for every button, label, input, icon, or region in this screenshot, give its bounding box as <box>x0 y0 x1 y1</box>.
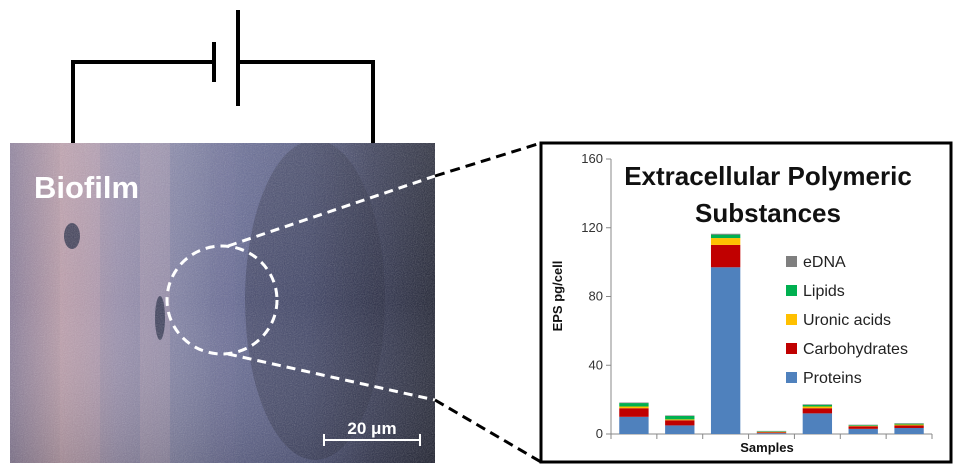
bar-carbohydrates <box>665 420 695 426</box>
legend-label: Uronic acids <box>803 312 891 329</box>
bar-uronic-acids <box>848 425 878 427</box>
bar-edna <box>894 423 924 424</box>
y-tick-label: 80 <box>589 289 603 304</box>
zoom-line-bottom <box>434 398 542 464</box>
bar-proteins <box>894 427 924 434</box>
bar-lipids <box>665 415 695 420</box>
legend-swatch <box>786 256 797 267</box>
circuit-wire-left <box>71 60 214 143</box>
bar-lipids <box>619 403 649 407</box>
bar-carbohydrates <box>848 426 878 429</box>
circuit-wire-right <box>238 60 375 143</box>
legend-swatch <box>786 285 797 296</box>
bar-lipids <box>894 423 924 425</box>
bar-uronic-acids <box>802 406 833 409</box>
chart-panel <box>539 141 953 464</box>
bar-carbohydrates <box>802 408 833 414</box>
bar-edna <box>665 415 695 416</box>
battery-circuit <box>71 10 375 143</box>
y-tick-label: 120 <box>581 220 603 235</box>
bar-uronic-acids <box>710 238 741 245</box>
chart-title-line-2: Substances <box>695 198 841 228</box>
bar-uronic-acids <box>756 431 787 433</box>
bar-uronic-acids <box>894 424 924 426</box>
bar-carbohydrates <box>619 408 649 417</box>
y-tick-label: 160 <box>581 151 603 166</box>
bar-edna <box>802 404 833 405</box>
zoom-region-circle <box>165 244 279 356</box>
zoom-line-top-white <box>227 174 436 248</box>
bar-lipids <box>848 425 878 426</box>
scale-bar: 20 μm <box>323 419 421 446</box>
bar-proteins <box>802 413 833 434</box>
scale-bar-label: 20 μm <box>347 419 396 438</box>
chart-plot: 0 40 80 120 160 <box>581 151 933 441</box>
chart-legend: eDNA Lipids Uronic acids Carbohydrates Prote… <box>786 254 908 387</box>
bar-lipids <box>756 431 787 432</box>
y-axis-label: EPS pg/cell <box>550 261 565 332</box>
bar-edna <box>619 402 649 404</box>
bar-proteins <box>848 428 878 434</box>
zoom-line-bottom-white <box>227 352 436 402</box>
biofilm-label: Biofilm <box>34 170 139 205</box>
legend-swatch <box>786 314 797 325</box>
legend-swatch <box>786 343 797 354</box>
legend-label: Lipids <box>803 283 845 300</box>
bar-proteins <box>710 267 741 434</box>
legend-label: eDNA <box>803 254 846 271</box>
bar-carbohydrates <box>710 244 741 268</box>
bar-proteins <box>665 425 695 434</box>
bar-carbohydrates <box>894 425 924 428</box>
biofilm-micrograph <box>10 143 435 463</box>
zoom-line-top <box>434 141 542 178</box>
legend-swatch <box>786 372 797 383</box>
chart-title-line-1: Extracellular Polymeric <box>624 161 912 191</box>
bar-proteins <box>756 433 787 434</box>
y-tick-label: 0 <box>596 426 603 441</box>
bar-carbohydrates <box>756 432 787 434</box>
bar-lipids <box>802 404 833 407</box>
legend-label: Carbohydrates <box>803 341 908 358</box>
bar-uronic-acids <box>619 406 649 409</box>
bar-proteins <box>619 416 649 434</box>
bar-edna <box>710 233 741 235</box>
bar-lipids <box>710 234 741 239</box>
legend-label: Proteins <box>803 370 862 387</box>
bar-uronic-acids <box>665 419 695 421</box>
x-axis-label: Samples <box>740 440 793 455</box>
y-tick-label: 40 <box>589 357 603 372</box>
